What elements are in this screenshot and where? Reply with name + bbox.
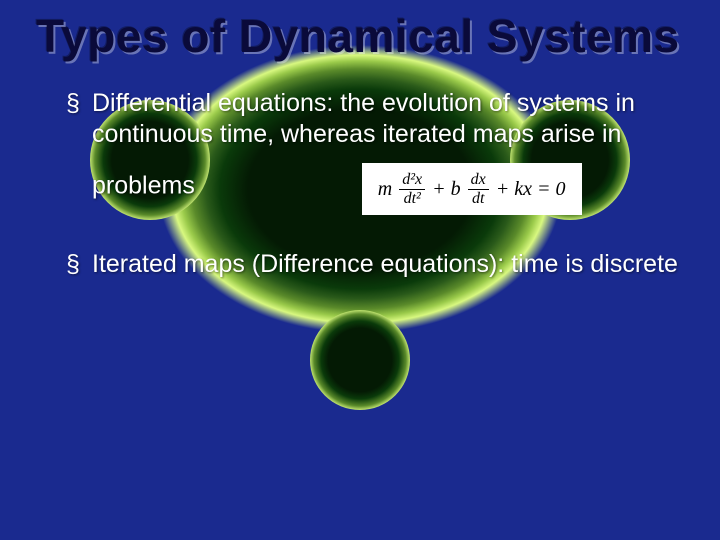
slide-content: Types of Dynamical Systems Differential … [0, 0, 720, 540]
slide-title: Types of Dynamical Systems [36, 12, 684, 60]
eq-frac2-den: dt [468, 190, 489, 208]
bullet-list: Differential equations: the evolution of… [36, 88, 684, 280]
eq-tail: kx = 0 [514, 178, 565, 200]
equation-box: m d²x dt² + b dx dt + kx = 0 [362, 163, 582, 215]
eq-coef2: b [451, 178, 461, 200]
bullet-item: Iterated maps (Difference equations): ti… [66, 249, 684, 280]
bullet-text: Iterated maps (Difference equations): ti… [92, 250, 678, 278]
eq-plus2: + [496, 178, 515, 200]
eq-coef1: m [378, 178, 392, 200]
eq-frac1: d²x dt² [399, 171, 425, 207]
eq-frac1-den: dt² [399, 190, 425, 208]
eq-frac2: dx dt [468, 171, 489, 207]
eq-frac1-num: d²x [399, 171, 425, 190]
eq-frac2-num: dx [468, 171, 489, 190]
eq-plus1: + [432, 178, 451, 200]
bullet-item: Differential equations: the evolution of… [66, 88, 684, 223]
